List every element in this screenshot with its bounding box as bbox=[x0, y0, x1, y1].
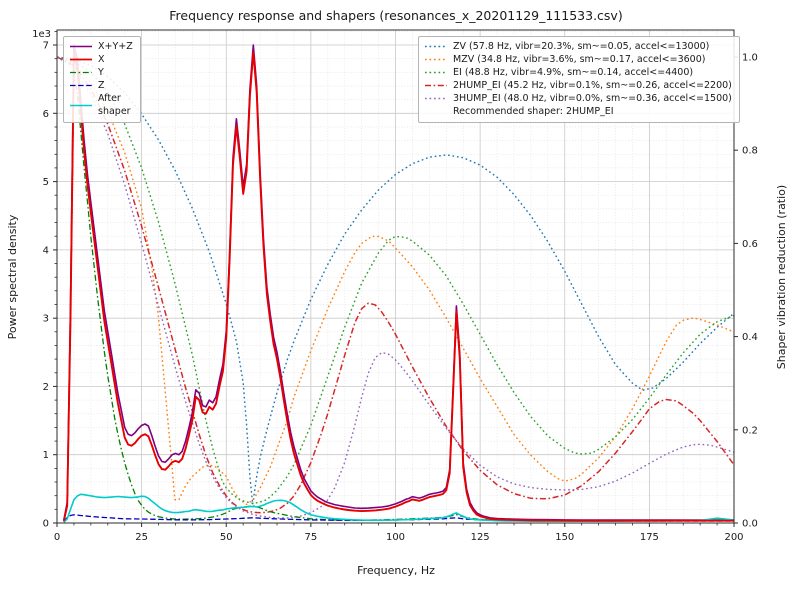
3hump-ei-line-icon bbox=[424, 93, 448, 104]
y-left-tick-label: 2 bbox=[43, 382, 49, 393]
legend-item-zv: ZV (57.8 Hz, vibr=20.3%, sm~=0.05, accel… bbox=[424, 40, 732, 53]
x-tick-label: 175 bbox=[640, 532, 659, 543]
y-axis-offset-text: 1e3 bbox=[32, 29, 51, 40]
legend-item-xyz: X+Y+Z bbox=[69, 40, 133, 53]
x-tick-label: 100 bbox=[386, 532, 405, 543]
legend-line-glyph bbox=[70, 71, 92, 74]
legend-label-z: Z bbox=[98, 80, 105, 91]
after-shaper-line-icon bbox=[69, 100, 93, 111]
legend-item-ei: EI (48.8 Hz, vibr=4.9%, sm~=0.14, accel<… bbox=[424, 66, 732, 79]
legend-line-glyph bbox=[70, 45, 92, 48]
legend-item-2hump-ei: 2HUMP_EI (45.2 Hz, vibr=0.1%, sm~=0.26, … bbox=[424, 79, 732, 92]
y-right-axis-label: Shaper vibration reduction (ratio) bbox=[775, 185, 788, 369]
legend-item-after-shaper: After shaper bbox=[69, 92, 133, 118]
recommended-shaper-note: Recommended shaper: 2HUMP_EI bbox=[453, 106, 614, 117]
zv-line-icon bbox=[424, 41, 448, 52]
legend-item-3hump-ei: 3HUMP_EI (48.0 Hz, vibr=0.0%, sm~=0.36, … bbox=[424, 92, 732, 105]
legend-item-y: Y bbox=[69, 66, 133, 79]
legend-label-xyz: X+Y+Z bbox=[98, 41, 133, 52]
y-left-tick-label: 1 bbox=[43, 450, 49, 461]
series-EI bbox=[56, 56, 735, 505]
x-tick-label: 50 bbox=[220, 532, 233, 543]
legend-line-glyph bbox=[70, 58, 92, 61]
series-3HUMP_EI bbox=[56, 56, 735, 519]
y-right-tick-label: 0.8 bbox=[742, 146, 758, 157]
y-left-tick-label: 5 bbox=[43, 177, 49, 188]
y-right-tick-label: 0.0 bbox=[742, 519, 758, 530]
x-tick-label: 200 bbox=[724, 532, 743, 543]
mzv-line-icon bbox=[424, 54, 448, 65]
y-line-icon bbox=[69, 67, 93, 78]
legend-line-glyph bbox=[70, 104, 92, 106]
x-tick-label: 0 bbox=[54, 532, 60, 543]
y-right-ticks: 0.0 0.2 0.4 0.6 0.8 1.0 bbox=[734, 53, 758, 530]
measurement-legend: X+Y+Z X Y Z After shaper bbox=[63, 36, 141, 123]
legend-label-ei: EI (48.8 Hz, vibr=4.9%, sm~=0.14, accel<… bbox=[453, 67, 694, 78]
y-left-tick-label: 6 bbox=[43, 109, 49, 120]
legend-item-mzv: MZV (34.8 Hz, vibr=3.6%, sm~=0.17, accel… bbox=[424, 53, 732, 66]
2hump-ei-line-icon bbox=[424, 80, 448, 91]
y-right-tick-label: 0.4 bbox=[742, 332, 758, 343]
x-axis-label: Frequency, Hz bbox=[357, 564, 435, 577]
legend-line-glyph bbox=[425, 84, 447, 87]
series-MZV bbox=[56, 56, 735, 506]
series bbox=[56, 44, 735, 523]
x-line-icon bbox=[69, 54, 93, 65]
legend-label-mzv: MZV (34.8 Hz, vibr=3.6%, sm~=0.17, accel… bbox=[453, 54, 706, 65]
legend-line-glyph bbox=[70, 84, 92, 87]
x-tick-label: 150 bbox=[555, 532, 574, 543]
legend-line-glyph bbox=[425, 58, 447, 61]
x-axis-ticks: 0 25 50 75 100 125 150 175 200 bbox=[54, 523, 744, 543]
x-tick-label: 25 bbox=[135, 532, 148, 543]
y-left-tick-label: 4 bbox=[43, 245, 49, 256]
chart-title: Frequency response and shapers (resonanc… bbox=[169, 8, 622, 23]
legend-label-zv: ZV (57.8 Hz, vibr=20.3%, sm~=0.05, accel… bbox=[453, 41, 710, 52]
y-left-tick-label: 3 bbox=[43, 314, 49, 325]
y-right-tick-label: 0.6 bbox=[742, 239, 758, 250]
y-left-tick-label: 7 bbox=[43, 41, 49, 52]
legend-line-glyph bbox=[425, 71, 447, 74]
ei-line-icon bbox=[424, 67, 448, 78]
legend-label-x: X bbox=[98, 54, 105, 65]
series-X bbox=[62, 50, 734, 522]
y-left-axis-label: Power spectral density bbox=[6, 214, 19, 339]
series-After shaper bbox=[63, 493, 735, 523]
z-line-icon bbox=[69, 80, 93, 91]
legend-label-y: Y bbox=[98, 67, 104, 78]
y-right-tick-label: 0.2 bbox=[742, 425, 758, 436]
y-left-tick-label: 0 bbox=[43, 519, 49, 530]
legend-label-after-shaper: After shaper bbox=[98, 93, 131, 117]
shaper-legend: ZV (57.8 Hz, vibr=20.3%, sm~=0.05, accel… bbox=[418, 36, 740, 123]
legend-item-x: X bbox=[69, 53, 133, 66]
series-2HUMP_EI bbox=[56, 56, 735, 514]
y-left-ticks: 0 1 2 3 4 5 6 7 bbox=[43, 30, 57, 530]
legend-label-3hump-ei: 3HUMP_EI (48.0 Hz, vibr=0.0%, sm~=0.36, … bbox=[453, 93, 732, 104]
legend-line-glyph bbox=[425, 97, 447, 100]
series-Y bbox=[63, 71, 735, 522]
x-tick-label: 125 bbox=[471, 532, 490, 543]
legend-line-glyph bbox=[425, 45, 447, 48]
y-right-tick-label: 1.0 bbox=[742, 53, 758, 64]
legend-item-z: Z bbox=[69, 79, 133, 92]
xyz-line-icon bbox=[69, 41, 93, 52]
legend-label-2hump-ei: 2HUMP_EI (45.2 Hz, vibr=0.1%, sm~=0.26, … bbox=[453, 80, 732, 91]
x-tick-label: 75 bbox=[305, 532, 318, 543]
